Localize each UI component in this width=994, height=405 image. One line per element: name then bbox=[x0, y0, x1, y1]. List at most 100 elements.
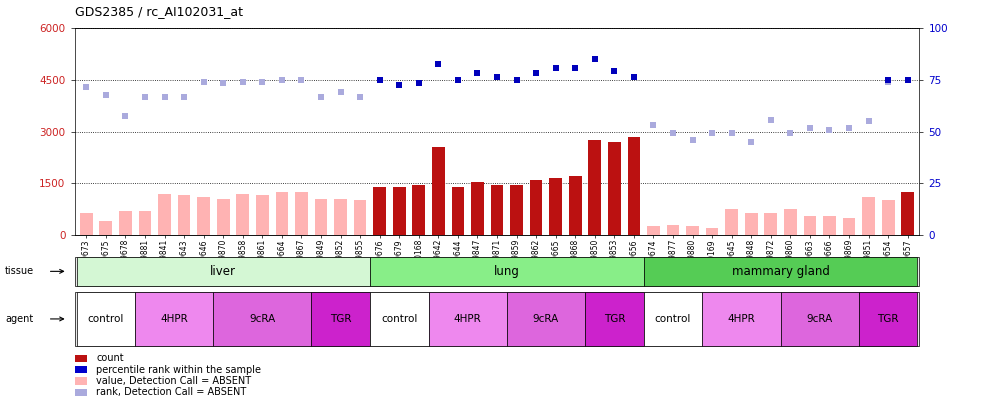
Point bbox=[782, 130, 798, 136]
Text: 9cRA: 9cRA bbox=[249, 314, 275, 324]
Point bbox=[568, 65, 583, 71]
Point bbox=[216, 80, 232, 87]
Point bbox=[176, 94, 192, 100]
Bar bbox=[764, 213, 777, 235]
Point bbox=[137, 94, 153, 100]
Bar bbox=[217, 199, 230, 235]
Point bbox=[333, 89, 349, 95]
Bar bbox=[255, 195, 268, 235]
Text: percentile rank within the sample: percentile rank within the sample bbox=[96, 365, 261, 375]
Bar bbox=[334, 199, 347, 235]
Bar bbox=[882, 200, 895, 235]
Text: 4HPR: 4HPR bbox=[728, 314, 755, 324]
Point bbox=[196, 79, 212, 85]
Bar bbox=[530, 180, 543, 235]
Point bbox=[685, 137, 701, 143]
Point bbox=[235, 79, 250, 85]
Bar bbox=[569, 177, 581, 235]
Point bbox=[762, 116, 778, 123]
Point bbox=[606, 68, 622, 75]
Text: value, Detection Call = ABSENT: value, Detection Call = ABSENT bbox=[96, 376, 251, 386]
Point bbox=[665, 130, 681, 136]
Text: control: control bbox=[655, 314, 691, 324]
Point bbox=[469, 70, 485, 77]
Point bbox=[802, 125, 818, 131]
Bar bbox=[588, 140, 601, 235]
Point bbox=[97, 92, 113, 99]
Bar bbox=[902, 192, 914, 235]
Point bbox=[586, 56, 602, 62]
Bar bbox=[803, 216, 816, 235]
Point bbox=[645, 122, 661, 128]
Bar bbox=[510, 185, 523, 235]
Point bbox=[724, 130, 740, 136]
Text: GDS2385 / rc_AI102031_at: GDS2385 / rc_AI102031_at bbox=[75, 5, 243, 18]
Bar bbox=[726, 209, 739, 235]
Text: TGR: TGR bbox=[330, 314, 351, 324]
Bar bbox=[138, 211, 151, 235]
Text: 9cRA: 9cRA bbox=[806, 314, 833, 324]
Bar bbox=[627, 137, 640, 235]
Bar bbox=[354, 200, 367, 235]
Point bbox=[509, 77, 525, 83]
Bar bbox=[237, 194, 249, 235]
Bar bbox=[823, 216, 836, 235]
Text: 9cRA: 9cRA bbox=[533, 314, 559, 324]
Bar bbox=[471, 181, 484, 235]
Bar bbox=[451, 187, 464, 235]
Bar bbox=[413, 185, 425, 235]
Bar bbox=[374, 187, 386, 235]
Bar bbox=[608, 142, 620, 235]
Text: TGR: TGR bbox=[878, 314, 899, 324]
Point bbox=[372, 77, 388, 83]
Bar bbox=[784, 209, 797, 235]
Point bbox=[254, 79, 270, 85]
Text: 4HPR: 4HPR bbox=[160, 314, 188, 324]
Point bbox=[411, 80, 426, 87]
Text: agent: agent bbox=[5, 314, 33, 324]
Bar bbox=[315, 199, 327, 235]
Point bbox=[352, 94, 368, 100]
Bar bbox=[99, 221, 112, 235]
Text: control: control bbox=[381, 314, 417, 324]
Bar bbox=[843, 218, 856, 235]
Point bbox=[626, 73, 642, 80]
Point bbox=[392, 82, 408, 88]
Bar bbox=[158, 194, 171, 235]
Bar bbox=[80, 213, 92, 235]
Point bbox=[274, 77, 290, 83]
Text: liver: liver bbox=[210, 265, 237, 278]
Bar bbox=[745, 213, 757, 235]
Bar bbox=[275, 192, 288, 235]
Point bbox=[744, 139, 759, 145]
Bar bbox=[197, 197, 210, 235]
Text: count: count bbox=[96, 354, 124, 363]
Bar bbox=[119, 211, 132, 235]
Bar bbox=[686, 226, 699, 235]
Bar bbox=[295, 192, 308, 235]
Text: rank, Detection Call = ABSENT: rank, Detection Call = ABSENT bbox=[96, 388, 247, 397]
Text: mammary gland: mammary gland bbox=[732, 265, 830, 278]
Point bbox=[79, 84, 94, 90]
Point bbox=[704, 130, 720, 136]
Bar bbox=[393, 187, 406, 235]
Point bbox=[450, 77, 466, 83]
Bar bbox=[667, 224, 679, 235]
Text: lung: lung bbox=[494, 265, 520, 278]
Point bbox=[430, 61, 446, 68]
Bar bbox=[647, 226, 660, 235]
Bar bbox=[862, 197, 875, 235]
Point bbox=[117, 113, 133, 119]
Bar bbox=[491, 185, 503, 235]
Bar bbox=[706, 228, 719, 235]
Point bbox=[821, 127, 837, 133]
Text: TGR: TGR bbox=[603, 314, 625, 324]
Bar bbox=[432, 147, 444, 235]
Point bbox=[900, 77, 915, 83]
Point bbox=[841, 125, 857, 131]
Point bbox=[293, 77, 309, 83]
Point bbox=[489, 73, 505, 80]
Point bbox=[313, 94, 329, 100]
Point bbox=[881, 77, 897, 83]
Text: control: control bbox=[87, 314, 124, 324]
